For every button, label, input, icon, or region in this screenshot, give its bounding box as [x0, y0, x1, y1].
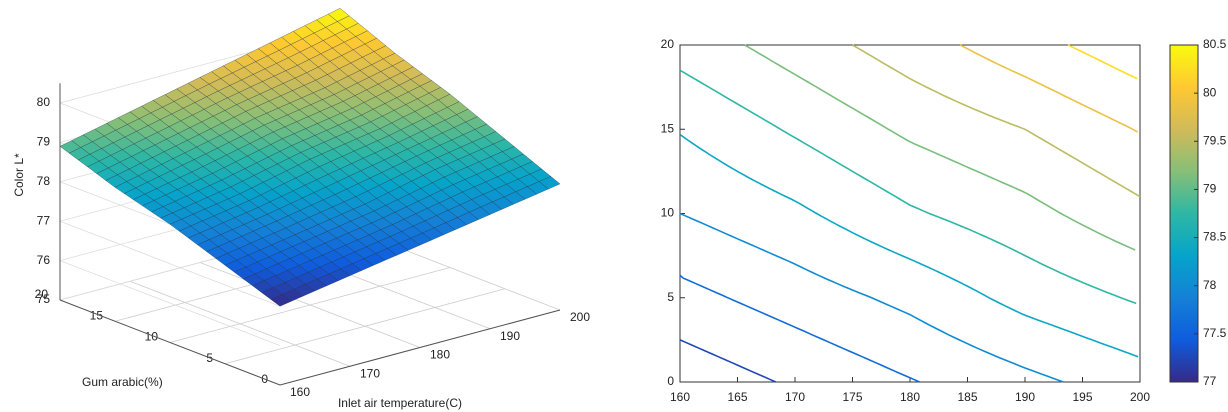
contour-line: [679, 339, 777, 383]
grid-line: [224, 288, 506, 365]
z-tick-label: 78: [37, 174, 51, 188]
colorbar-tick-label: 77: [1203, 374, 1217, 388]
colorbar-tick-label: 79.5: [1203, 133, 1227, 147]
colorbar-tick-label: 78.5: [1203, 230, 1227, 244]
x-tick-label: 160: [670, 390, 690, 404]
x-tick-label: 180: [430, 348, 450, 362]
y-tick-label: 0: [667, 374, 674, 388]
x-tick-label: 160: [290, 385, 310, 399]
y-tick-label: 20: [661, 37, 675, 51]
y-tick-label: 15: [661, 121, 675, 135]
axis-line: [279, 309, 561, 386]
y-tick-label: 10: [145, 330, 159, 344]
x-axis-label: Inlet air temperature(C): [338, 396, 462, 410]
grid-line: [59, 260, 281, 346]
x-tick-label: 200: [570, 310, 590, 324]
surface-cell: [184, 118, 311, 194]
x-tick-label: 175: [842, 390, 862, 404]
y-tick-label: 20: [35, 287, 49, 301]
x-tick-label: 180: [900, 390, 920, 404]
colorbar-tick-label: 78: [1203, 278, 1217, 292]
y-axis-label: Gum arabic(%): [82, 375, 163, 389]
surface-cell: [309, 128, 436, 205]
surface-cell: [434, 138, 561, 215]
surface-cell: [294, 203, 421, 276]
grid-line: [169, 267, 451, 343]
surface-cell: [224, 234, 351, 307]
z-tick-label: 75: [37, 292, 51, 306]
z-tick-label: 76: [37, 253, 51, 267]
z-tick-label: 80: [37, 95, 51, 109]
z-tick-label: 79: [37, 135, 51, 149]
plot-area: [679, 44, 1141, 383]
x-tick-label: 195: [1072, 390, 1092, 404]
contour-line: [744, 44, 1136, 251]
surface-cell: [199, 42, 326, 119]
x-tick-label: 185: [957, 390, 977, 404]
x-tick-label: 165: [727, 390, 747, 404]
surface-cell: [324, 52, 451, 129]
y-tick-label: 5: [667, 290, 674, 304]
surface-patch: [538, 176, 561, 190]
grid-line: [59, 220, 281, 307]
contour-line: [679, 274, 920, 383]
z-axis-label: Color L*: [12, 153, 26, 197]
contour-line: [959, 44, 1139, 133]
colorbar: [1169, 44, 1199, 383]
surface-cell: [364, 169, 491, 246]
colorbar-tick-label: 80.5: [1203, 37, 1227, 51]
surface-cell: [114, 152, 241, 225]
x-tick-label: 190: [500, 329, 520, 343]
x-tick-label: 190: [1015, 390, 1035, 404]
contour-line: [679, 212, 1064, 383]
colorbar-tick-label: 77.5: [1203, 326, 1227, 340]
z-tick-label: 77: [37, 213, 51, 227]
contour-line: [679, 69, 1137, 305]
contour-line: [680, 134, 1139, 358]
colorbar-tick-label: 79: [1203, 182, 1217, 196]
contour-line: [1067, 44, 1138, 80]
x-tick-label: 200: [1130, 390, 1150, 404]
y-tick-label: 10: [661, 206, 675, 220]
surface-cell: [379, 93, 506, 170]
axis-line: [59, 299, 281, 386]
x-tick-label: 170: [360, 366, 380, 380]
colorbar-tick-label: 80: [1203, 85, 1217, 99]
contour-line: [852, 44, 1141, 198]
y-tick-label: 15: [90, 308, 104, 322]
x-tick-label: 170: [785, 390, 805, 404]
